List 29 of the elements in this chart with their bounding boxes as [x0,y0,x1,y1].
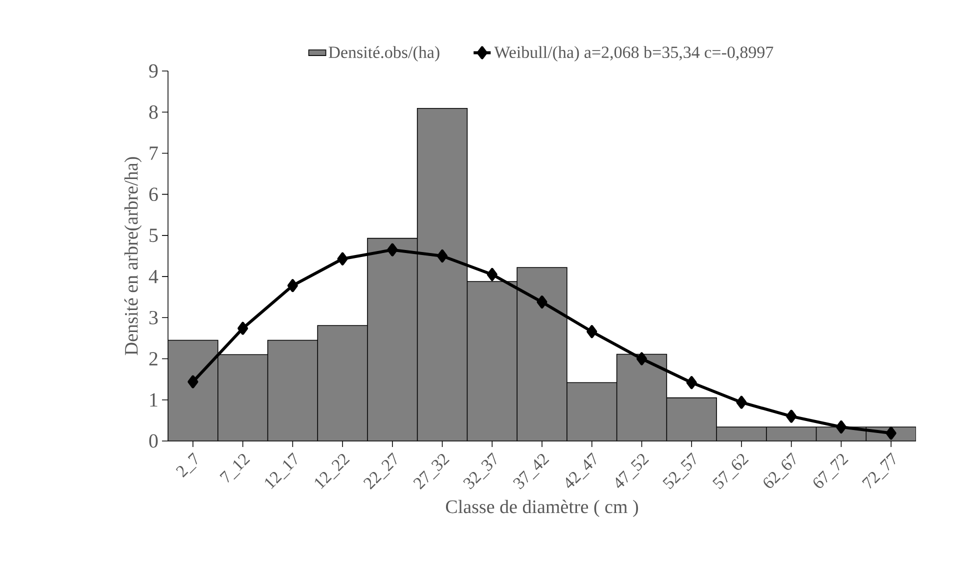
x-axis-title: Classe de diamètre ( cm ) [446,500,638,518]
y-tick-label: 5 [150,228,158,242]
point [238,322,248,335]
y-tick-label: 6 [149,188,158,202]
point [586,325,598,338]
point [486,268,498,281]
point [387,243,398,256]
legend-label: Weibull/(ha) a=2,068 b=35,34 c=-0,8997 [494,46,774,62]
x-tick-label: 7_12 [220,454,250,483]
y-tick-label: 1 [150,393,158,406]
y-tick-label: 0 [149,434,158,448]
y-tick-label: 9 [149,64,158,78]
point [337,252,348,266]
y-tick-label: 2 [149,352,158,366]
point [188,375,198,388]
point [437,249,448,262]
y-tick-label: 8 [149,105,158,119]
y-axis-title: Densité en arbre(arbre/ha) [124,157,142,356]
point [536,296,548,309]
x-tick-label: 2_7 [176,452,198,478]
point [287,279,298,292]
legend-label: Densité.obs/(ha) [328,46,440,62]
point [736,396,747,409]
point [686,376,697,390]
y-tick-label: 7 [150,146,158,160]
point [786,410,797,423]
point [636,352,647,366]
y-tick-label: 3 [149,310,158,324]
y-tick-label: 4 [148,270,158,284]
